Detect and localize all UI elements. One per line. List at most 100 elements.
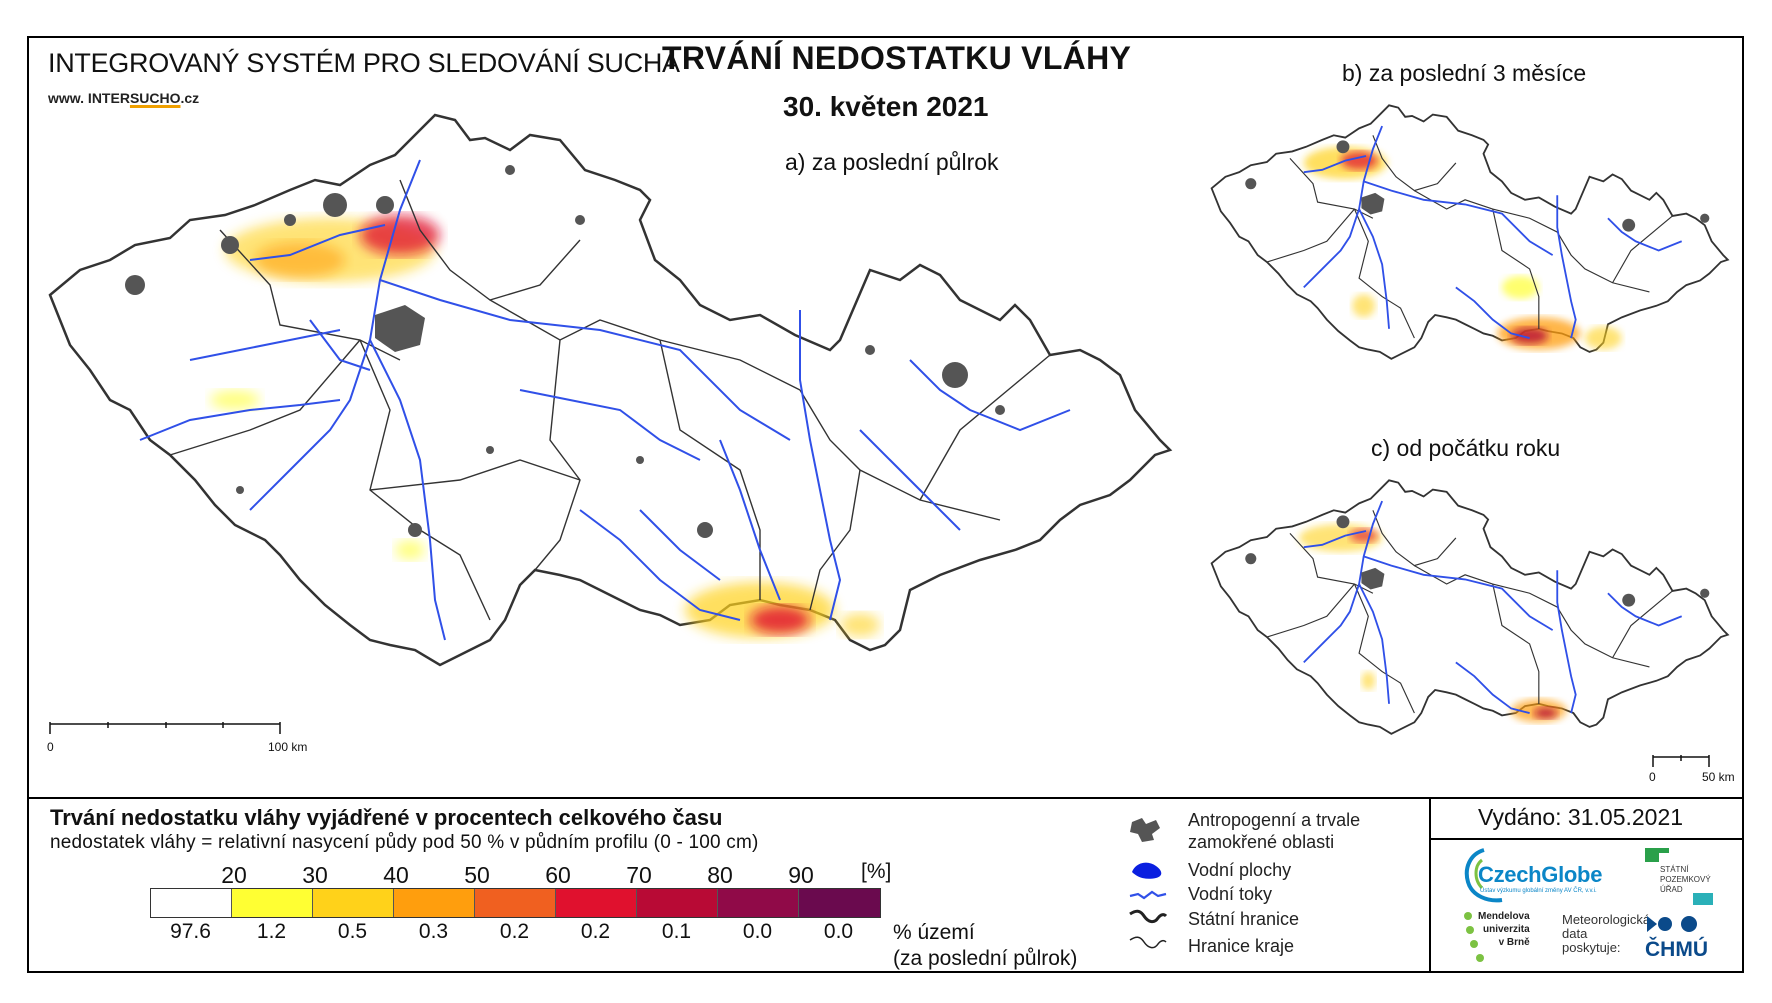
legend-water-bodies-label: Vodní plochy bbox=[1188, 860, 1292, 880]
urban-area bbox=[1700, 588, 1710, 598]
czechglobe-logo bbox=[1464, 848, 1503, 903]
legend-title: Trvání nedostatku vláhy vyjádřené v proc… bbox=[50, 805, 723, 830]
state-border bbox=[1210, 479, 1730, 735]
urban-area bbox=[323, 193, 347, 217]
region-border bbox=[1266, 583, 1355, 638]
region-border bbox=[809, 469, 861, 611]
region-border-icon bbox=[1129, 936, 1167, 949]
state-border bbox=[48, 113, 1173, 667]
region-border bbox=[1556, 606, 1650, 668]
river bbox=[249, 159, 421, 511]
region-border bbox=[1372, 135, 1457, 192]
map-b-label: b) za poslední 3 měsíce bbox=[1342, 60, 1587, 86]
river bbox=[1607, 217, 1683, 252]
river bbox=[579, 509, 741, 621]
legend-region-border-label: Hranice kraje bbox=[1188, 936, 1295, 956]
chmu-logo-icon bbox=[1647, 916, 1697, 932]
region-border bbox=[1492, 208, 1540, 329]
urban-area bbox=[1361, 192, 1385, 215]
urban-area bbox=[995, 405, 1005, 415]
legend-swatch bbox=[151, 889, 232, 917]
divider bbox=[27, 797, 1744, 799]
region-border bbox=[1414, 565, 1558, 608]
river bbox=[519, 389, 701, 461]
drought-area bbox=[1534, 707, 1558, 719]
legend-tick: 80 bbox=[707, 862, 733, 888]
urban-area bbox=[1336, 515, 1350, 529]
urban-area bbox=[1622, 593, 1636, 607]
urban-area bbox=[486, 446, 494, 454]
scale-bar bbox=[49, 722, 281, 734]
issued-date: Vydáno: 31.05.2021 bbox=[1478, 804, 1684, 830]
urban-area bbox=[408, 523, 422, 537]
region-border bbox=[919, 354, 1051, 501]
legend-area-value: 0.2 bbox=[499, 920, 530, 943]
scale-end-label: 50 km bbox=[1702, 770, 1735, 784]
river bbox=[189, 329, 341, 361]
legend-swatch bbox=[637, 889, 718, 917]
urban-area bbox=[284, 214, 296, 226]
legend-anthropogenic-label: Antropogenní a trvale zamokřené oblasti bbox=[1188, 810, 1361, 852]
map-a-halfyear bbox=[48, 113, 1173, 667]
scale-end-label: 100 km bbox=[268, 740, 308, 754]
river bbox=[799, 310, 842, 621]
river bbox=[1363, 180, 1554, 256]
region-border bbox=[1556, 231, 1650, 293]
legend-area-value: 0.0 bbox=[742, 920, 773, 943]
legend-tick: 30 bbox=[302, 862, 328, 888]
system-title: INTEGROVANÝ SYSTÉM PRO SLEDOVÁNÍ SUCHA bbox=[48, 48, 680, 78]
region-border bbox=[1612, 215, 1673, 284]
legend-tick: 40 bbox=[383, 862, 409, 888]
legend-water-courses-label: Vodní toky bbox=[1188, 884, 1273, 904]
drought-area bbox=[1584, 326, 1622, 350]
urban-area bbox=[376, 196, 394, 214]
website-link[interactable]: www. INTERSUCHO.cz bbox=[48, 90, 200, 106]
river bbox=[639, 509, 721, 581]
urban-area bbox=[505, 165, 515, 175]
drought-area bbox=[395, 540, 425, 560]
divider bbox=[1429, 838, 1744, 840]
state-border bbox=[1210, 104, 1730, 360]
river bbox=[1358, 208, 1390, 329]
legend-area-value: 0.5 bbox=[337, 920, 368, 943]
region-border bbox=[1353, 583, 1415, 714]
region-border bbox=[399, 179, 581, 301]
legend-area-label: % území (za poslední půlrok) bbox=[893, 921, 1078, 970]
map-c-label: c) od počátku roku bbox=[1371, 435, 1561, 461]
urban-area bbox=[221, 236, 239, 254]
legend-swatch bbox=[718, 889, 799, 917]
legend-subtitle: nedostatek vláhy = relativní nasycení pů… bbox=[50, 832, 759, 853]
legend-swatch bbox=[799, 889, 880, 917]
chmu-name: ČHMÚ bbox=[1645, 938, 1708, 961]
river bbox=[1303, 500, 1383, 664]
scale-start-label: 0 bbox=[1649, 770, 1656, 784]
drought-area bbox=[1352, 294, 1376, 318]
drought-area bbox=[255, 242, 345, 278]
legend-color-bar bbox=[150, 888, 881, 918]
state-border-icon bbox=[1129, 909, 1168, 924]
river bbox=[1556, 570, 1577, 714]
region-border bbox=[169, 339, 361, 456]
river bbox=[1303, 530, 1367, 549]
spu-mark-icon bbox=[1693, 893, 1713, 905]
region-border bbox=[1372, 510, 1457, 567]
drought-area bbox=[1501, 275, 1539, 299]
divider bbox=[1429, 797, 1431, 973]
legend-area-value: 1.2 bbox=[256, 920, 287, 943]
drought-area bbox=[360, 215, 440, 255]
water-body-icon bbox=[1132, 862, 1162, 879]
region-border bbox=[659, 339, 761, 600]
urban-area bbox=[865, 345, 875, 355]
legend-area-value: 0.0 bbox=[823, 920, 854, 943]
czechglobe-subtitle: Ústav výzkumu globální změny AV ČR, v.v.… bbox=[1480, 888, 1597, 894]
map-c-year bbox=[1210, 479, 1730, 735]
region-border bbox=[1266, 208, 1355, 263]
drought-area bbox=[840, 613, 880, 637]
legend-swatch bbox=[556, 889, 637, 917]
legend-area-value: 0.3 bbox=[418, 920, 449, 943]
river bbox=[369, 339, 446, 641]
river bbox=[379, 279, 791, 441]
legend-state-border-label: Státní hranice bbox=[1188, 909, 1300, 929]
river bbox=[1303, 125, 1383, 289]
river-icon bbox=[1129, 890, 1167, 900]
